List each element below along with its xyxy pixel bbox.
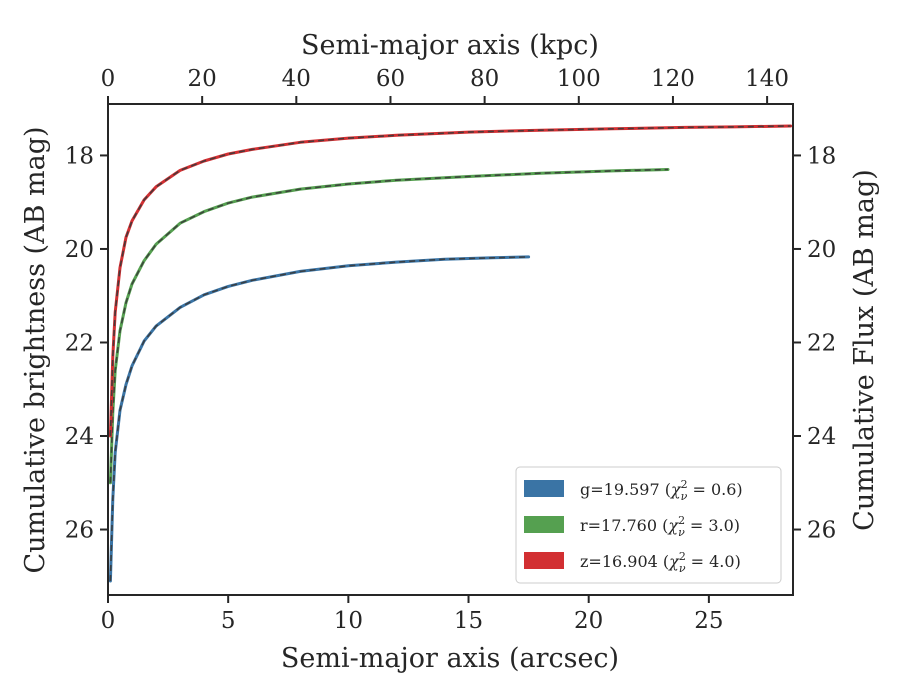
legend-swatch-0 (524, 480, 564, 497)
series-model-dashed-0 (109, 256, 529, 582)
x2-tick-label: 20 (188, 66, 217, 92)
x2-tick-label: 80 (470, 66, 499, 92)
x2-axis-title: Semi-major axis (kpc) (301, 30, 599, 61)
legend-label-part: g=19.597 ( (580, 480, 671, 499)
legend-label-1: r=17.760 (χ2 ν = 3.0) (580, 514, 740, 539)
legend-swatch-2 (524, 552, 564, 569)
legend-label-part: = 0.6) (687, 480, 742, 499)
series-model-dashed-2 (109, 125, 791, 437)
legend-box (515, 466, 782, 584)
x2-tick-label: 140 (745, 66, 789, 92)
legend-label-part: r=17.760 ( (580, 516, 668, 535)
x-tick-label: 20 (574, 608, 603, 634)
x2-tick-label: 120 (651, 66, 695, 92)
legend-label-2: z=16.904 (χ2 ν = 4.0) (580, 550, 741, 575)
x2-tick-label: 100 (557, 66, 601, 92)
legend-label-part: ν (678, 526, 685, 539)
series-line-2 (108, 124, 793, 438)
y2-tick-label: 26 (807, 518, 836, 544)
y-tick-label: 20 (65, 237, 94, 263)
legend-label-part: ν (681, 490, 688, 503)
y2-tick-label: 20 (807, 237, 836, 263)
y2-axis-title: Cumulative Flux (AB mag) (849, 169, 880, 531)
x-tick-label: 15 (454, 608, 483, 634)
x-tick-label: 25 (694, 608, 723, 634)
legend-label-part: χ (668, 552, 680, 571)
legend-swatch-1 (524, 516, 564, 533)
x-tick-label: 0 (101, 608, 116, 634)
series-curves (108, 124, 793, 583)
y2-tick-label: 18 (807, 143, 836, 169)
x-tick-label: 5 (221, 608, 236, 634)
legend: g=19.597 (χ2 ν = 0.6)r=17.760 (χ2 ν = 3.0)… (515, 466, 782, 584)
y-tick-label: 18 (65, 143, 94, 169)
legend-label-part: = 3.0) (685, 516, 740, 535)
x2-tick-label: 0 (101, 66, 116, 92)
legend-label-part: 2 (678, 514, 685, 527)
y2-tick-label: 24 (807, 424, 836, 450)
x-axis-title: Semi-major axis (arcsec) (281, 643, 619, 674)
series-model-dashed-1 (109, 168, 669, 483)
y-tick-label: 24 (65, 424, 94, 450)
x-tick-label: 10 (334, 608, 363, 634)
x2-tick-label: 60 (376, 66, 405, 92)
legend-label-part: ν (679, 562, 686, 575)
x2-tick-label: 40 (282, 66, 311, 92)
legend-label-part: z=16.904 ( (580, 552, 669, 571)
legend-label-0: g=19.597 (χ2 ν = 0.6) (580, 478, 743, 503)
legend-label-part: χ (670, 480, 682, 499)
legend-label-part: = 4.0) (686, 552, 741, 571)
series-line-0 (108, 255, 531, 583)
y-tick-label: 26 (65, 518, 94, 544)
y2-tick-label: 22 (807, 330, 836, 356)
y-axis-title: Cumulative brightness (AB mag) (20, 126, 51, 573)
legend-label-part: 2 (681, 478, 688, 491)
plot-frame (107, 103, 794, 596)
legend-label-part: χ (667, 516, 679, 535)
y-tick-label: 22 (65, 330, 94, 356)
legend-label-part: 2 (679, 550, 686, 563)
